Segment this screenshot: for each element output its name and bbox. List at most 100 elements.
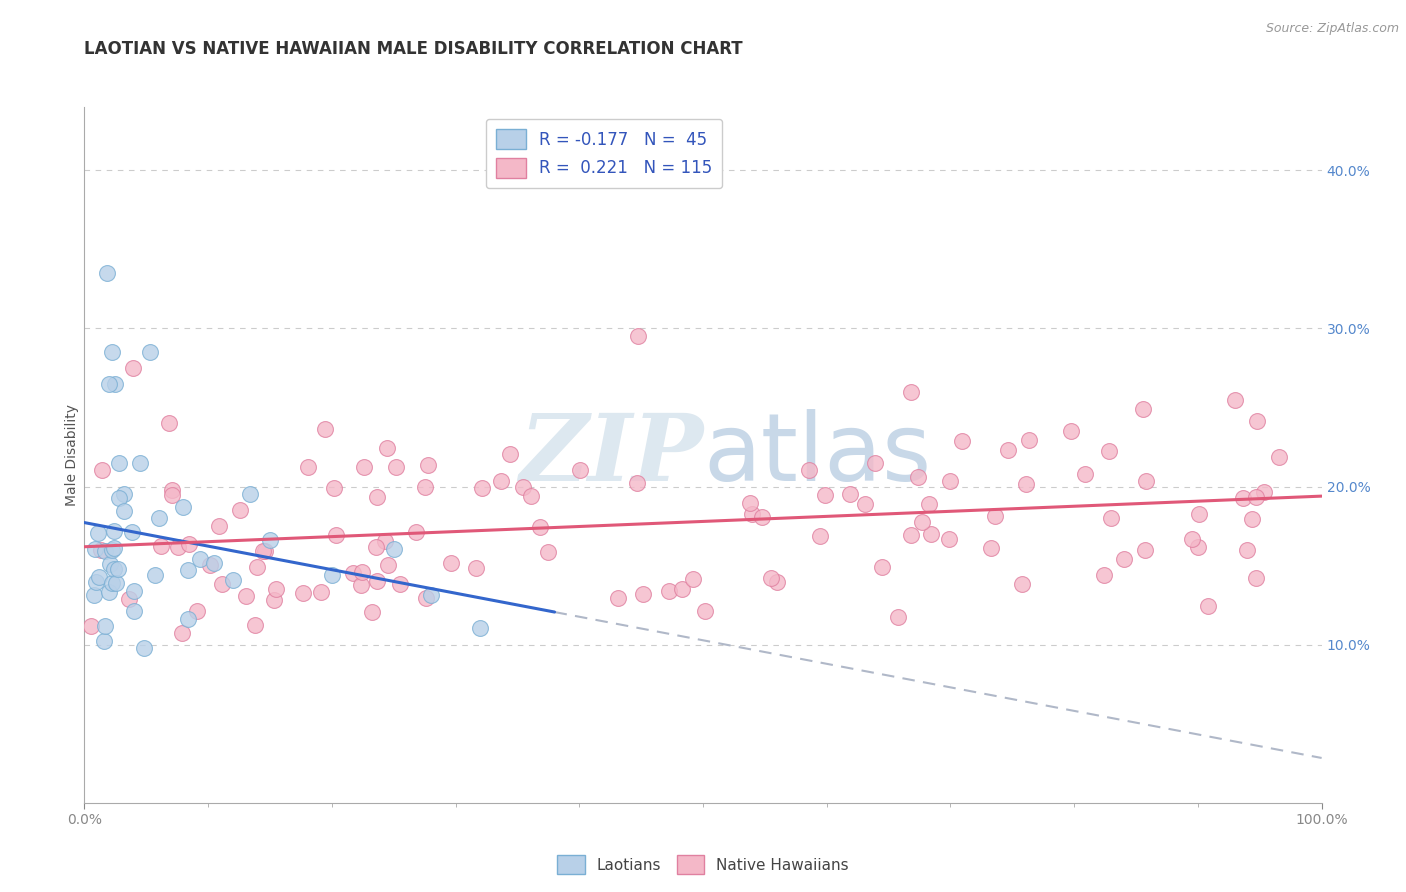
- Point: [84, 575, 107, 590]
- Point: [170, 626, 193, 640]
- Point: [983, 508, 1005, 523]
- Point: [297, 459, 319, 474]
- Point: [1133, 543, 1156, 558]
- Point: [980, 541, 1002, 555]
- Point: [87, 570, 110, 584]
- Point: [103, 541, 125, 555]
- Point: [839, 486, 862, 500]
- Point: [568, 463, 591, 477]
- Point: [121, 525, 143, 540]
- Text: LAOTIAN VS NATIVE HAWAIIAN MALE DISABILITY CORRELATION CHART: LAOTIAN VS NATIVE HAWAIIAN MALE DISABILI…: [84, 40, 742, 58]
- Point: [375, 441, 398, 455]
- Point: [321, 568, 343, 582]
- Point: [377, 558, 399, 572]
- Point: [208, 518, 231, 533]
- Point: [252, 544, 274, 558]
- Point: [98, 376, 121, 391]
- Point: [239, 487, 262, 501]
- Point: [863, 456, 886, 470]
- Point: [938, 475, 960, 489]
- Point: [415, 591, 437, 606]
- Point: [259, 533, 281, 547]
- Point: [167, 540, 190, 554]
- Point: [314, 422, 336, 436]
- Point: [366, 574, 388, 589]
- Point: [94, 544, 117, 558]
- Point: [157, 417, 180, 431]
- Point: [1246, 490, 1268, 504]
- Point: [101, 543, 124, 558]
- Point: [291, 586, 314, 600]
- Point: [1225, 392, 1247, 407]
- Point: [489, 474, 512, 488]
- Point: [198, 558, 221, 573]
- Point: [254, 544, 277, 558]
- Point: [1253, 485, 1275, 500]
- Point: [188, 552, 211, 566]
- Point: [148, 511, 170, 525]
- Point: [1246, 414, 1268, 428]
- Point: [100, 345, 122, 359]
- Point: [606, 591, 628, 606]
- Text: atlas: atlas: [703, 409, 931, 501]
- Point: [853, 497, 876, 511]
- Point: [100, 576, 122, 591]
- Point: [808, 529, 831, 543]
- Text: Source: ZipAtlas.com: Source: ZipAtlas.com: [1265, 22, 1399, 36]
- Point: [177, 612, 200, 626]
- Point: [211, 576, 233, 591]
- Point: [122, 604, 145, 618]
- Point: [910, 515, 932, 529]
- Point: [1015, 476, 1038, 491]
- Point: [112, 487, 135, 501]
- Point: [887, 610, 910, 624]
- Point: [309, 585, 332, 599]
- Point: [872, 560, 894, 574]
- Point: [918, 497, 941, 511]
- Point: [134, 641, 156, 656]
- Point: [405, 524, 427, 539]
- Point: [202, 557, 225, 571]
- Point: [150, 539, 173, 553]
- Point: [1099, 511, 1122, 525]
- Point: [235, 589, 257, 603]
- Point: [471, 481, 494, 495]
- Point: [112, 504, 135, 518]
- Point: [107, 562, 129, 576]
- Point: [83, 542, 105, 557]
- Point: [384, 459, 406, 474]
- Point: [129, 456, 152, 470]
- Point: [470, 621, 492, 635]
- Point: [263, 593, 285, 607]
- Point: [382, 541, 405, 556]
- Point: [439, 556, 461, 570]
- Point: [814, 488, 837, 502]
- Point: [87, 526, 110, 541]
- Point: [682, 573, 704, 587]
- Point: [1098, 443, 1121, 458]
- Point: [741, 507, 763, 521]
- Point: [693, 604, 716, 618]
- Point: [499, 447, 522, 461]
- Point: [93, 619, 115, 633]
- Point: [105, 575, 128, 590]
- Point: [1074, 467, 1097, 481]
- Legend: Laotians, Native Hawaiians: Laotians, Native Hawaiians: [551, 849, 855, 880]
- Point: [103, 562, 125, 576]
- Point: [98, 584, 121, 599]
- Point: [1018, 433, 1040, 447]
- Point: [512, 480, 534, 494]
- Point: [537, 544, 560, 558]
- Point: [1135, 475, 1157, 489]
- Point: [1188, 507, 1211, 521]
- Point: [938, 532, 960, 546]
- Point: [93, 633, 115, 648]
- Point: [229, 503, 252, 517]
- Point: [626, 475, 648, 490]
- Point: [374, 533, 396, 548]
- Point: [1132, 402, 1154, 417]
- Point: [100, 558, 122, 572]
- Point: [1092, 568, 1115, 582]
- Point: [1244, 571, 1267, 585]
- Point: [243, 617, 266, 632]
